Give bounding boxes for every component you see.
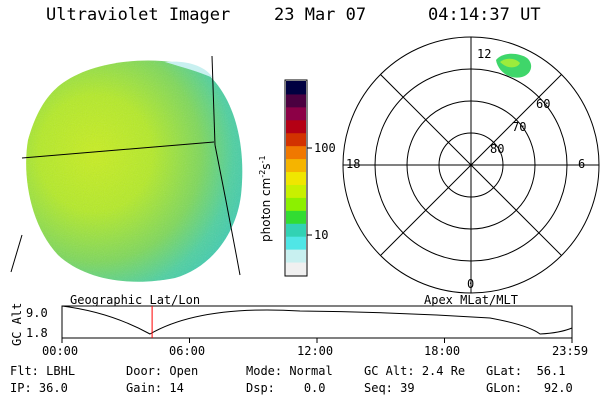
door-value: Open — [169, 364, 199, 378]
colorbar-segment — [286, 81, 306, 95]
polar-plot — [342, 36, 600, 294]
colorbar-segment — [286, 210, 306, 224]
colorbar-segment — [286, 158, 306, 173]
mlt-label-18: 18 — [346, 157, 361, 171]
mlt-label-12: 12 — [477, 47, 492, 61]
glon-value: 92.0 — [543, 381, 573, 395]
lat-label-70: 70 — [512, 120, 527, 134]
geographic-label: Geographic Lat/Lon — [70, 293, 201, 307]
gain-value: 14 — [169, 381, 184, 395]
colorbar-label-100: 100 — [314, 141, 336, 155]
colorbar-segment — [286, 197, 306, 211]
colorbar-segment — [286, 171, 306, 185]
filter-info: Flt: LBHL — [10, 364, 76, 378]
gc-alt-value: 2.4 Re — [421, 364, 466, 378]
glat-value: 56.1 — [536, 364, 566, 378]
seq-value: 39 — [400, 381, 415, 395]
geo-grid-line — [10, 234, 23, 273]
colorbar-segment — [286, 119, 306, 134]
date-label: 23 Mar 07 — [274, 5, 367, 25]
colorbar-segment — [286, 223, 306, 237]
colorbar-segment — [286, 249, 306, 263]
x-tick-label-2: 12:00 — [297, 344, 334, 358]
altitude-y-max: 9.0 — [26, 306, 48, 320]
gain-info: Gain: 14 — [126, 381, 184, 395]
door-info: Door: Open — [126, 364, 199, 378]
altitude-axis-label: GC Alt — [10, 302, 24, 346]
colorbar-segment — [286, 262, 306, 276]
colorbar-unit-label: photon cm-2s-1 — [258, 155, 273, 242]
colorbar-label-10: 10 — [314, 228, 329, 242]
colorbar-segment — [286, 106, 306, 121]
x-tick-label-1: 06:00 — [169, 344, 206, 358]
mlt-label-0: 0 — [467, 277, 475, 291]
filter-value: LBHL — [46, 364, 76, 378]
lat-label-80: 80 — [490, 142, 505, 156]
geo-grid-line — [214, 144, 241, 276]
gc-alt-info: GC Alt: 2.4 Re — [364, 364, 466, 378]
mode-value: Normal — [289, 364, 333, 378]
altitude-curve — [61, 305, 573, 335]
colorbar-segment — [286, 132, 306, 147]
lat-label-60: 60 — [536, 97, 551, 111]
x-tick-label-4: 23:59 — [552, 344, 589, 358]
x-tick-label-0: 00:00 — [42, 344, 79, 358]
glon-info: GLon: 92.0 — [486, 381, 573, 395]
glat-info: GLat: 56.1 — [486, 364, 566, 378]
colorbar-segment — [286, 184, 306, 198]
apex-label: Apex MLat/MLT — [424, 293, 518, 307]
geo-grid-line — [21, 141, 215, 159]
ip-value: 36.0 — [38, 381, 68, 395]
mode-info: Mode: Normal — [246, 364, 333, 378]
earth-disk-image — [10, 55, 243, 282]
polar-diagonal — [380, 74, 562, 256]
colorbar-segment — [286, 236, 306, 250]
geo-grid-line — [211, 55, 216, 146]
mlt-label-6: 6 — [578, 157, 586, 171]
time-label: 04:14:37 UT — [428, 5, 541, 25]
x-tick-label-3: 18:00 — [424, 344, 461, 358]
dsp-info: Dsp: 0.0 — [246, 381, 326, 395]
colorbar-segment — [286, 93, 306, 108]
instrument-title: Ultraviolet Imager — [46, 5, 231, 25]
ip-info: IP: 36.0 — [10, 381, 68, 395]
dsp-value: 0.0 — [303, 381, 326, 395]
altitude-plot — [61, 305, 573, 343]
colorbar — [284, 79, 312, 277]
seq-info: Seq: 39 — [364, 381, 415, 395]
altitude-y-min: 1.8 — [26, 326, 48, 340]
colorbar-segment — [286, 145, 306, 160]
